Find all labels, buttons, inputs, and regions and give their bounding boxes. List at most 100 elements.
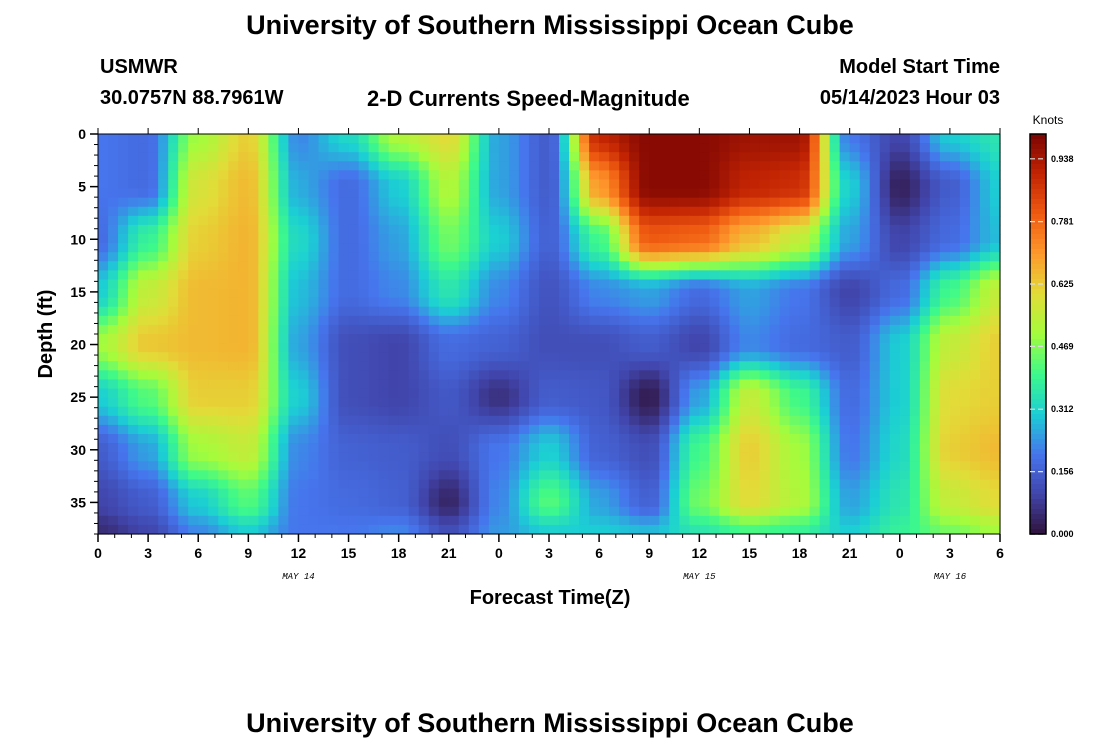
- heatmap-cell: [969, 270, 981, 281]
- heatmap-cell: [719, 170, 730, 181]
- heatmap-cell: [679, 143, 690, 153]
- heatmap-cell: [919, 370, 931, 381]
- heatmap-cell: [719, 452, 730, 462]
- heatmap-cell: [288, 379, 300, 390]
- heatmap-cell: [609, 170, 620, 181]
- heatmap-cell: [579, 324, 590, 335]
- heatmap-cell: [148, 306, 159, 317]
- heatmap-cell: [559, 197, 570, 208]
- heatmap-cell: [899, 397, 911, 408]
- heatmap-cell: [819, 397, 831, 408]
- heatmap-cell: [198, 397, 209, 408]
- heatmap-cell: [959, 361, 971, 371]
- heatmap-cell: [458, 334, 470, 344]
- heatmap-cell: [609, 506, 620, 517]
- heatmap-cell: [168, 452, 179, 462]
- heatmap-cell: [779, 524, 791, 535]
- heatmap-cell: [729, 415, 741, 426]
- heatmap-cell: [629, 515, 640, 526]
- heatmap-cell: [549, 415, 560, 426]
- heatmap-cell: [378, 379, 390, 390]
- heatmap-cell: [178, 424, 189, 435]
- heatmap-cell: [709, 479, 720, 490]
- heatmap-cell: [398, 234, 410, 244]
- heatmap-cell: [368, 143, 380, 153]
- heatmap-cell: [428, 152, 440, 162]
- heatmap-cell: [188, 215, 199, 226]
- heatmap-cell: [739, 515, 751, 526]
- heatmap-cell: [959, 515, 971, 526]
- heatmap-cell: [809, 297, 821, 308]
- heatmap-cell: [468, 343, 480, 353]
- heatmap-cell: [498, 270, 510, 281]
- heatmap-cell: [949, 524, 961, 535]
- heatmap-cell: [929, 415, 941, 426]
- heatmap-cell: [809, 161, 821, 171]
- heatmap-cell: [579, 234, 590, 244]
- heatmap-cell: [779, 288, 791, 299]
- heatmap-cell: [268, 243, 279, 253]
- heatmap-cell: [108, 197, 119, 208]
- heatmap-cell: [188, 197, 199, 208]
- heatmap-cell: [919, 497, 931, 508]
- heatmap-cell: [969, 243, 981, 253]
- heatmap-cell: [198, 352, 209, 362]
- heatmap-cell: [378, 161, 390, 171]
- heatmap-cell: [418, 270, 430, 281]
- heatmap-cell: [889, 415, 901, 426]
- heatmap-cell: [989, 161, 1001, 171]
- heatmap-cell: [468, 315, 480, 326]
- heatmap-cell: [729, 488, 741, 499]
- heatmap-cell: [789, 170, 801, 181]
- heatmap-cell: [909, 188, 921, 199]
- heatmap-cell: [188, 252, 199, 262]
- heatmap-cell: [869, 252, 881, 262]
- heatmap-cell: [298, 343, 310, 353]
- heatmap-cell: [458, 161, 470, 171]
- heatmap-cell: [388, 443, 400, 453]
- heatmap-cell: [749, 461, 761, 471]
- heatmap-cell: [629, 297, 640, 308]
- heatmap-cell: [959, 134, 971, 144]
- heatmap-cell: [288, 161, 300, 171]
- heatmap-cell: [639, 188, 650, 199]
- heatmap-cell: [549, 188, 560, 199]
- heatmap-cell: [639, 324, 650, 335]
- heatmap-cell: [549, 252, 560, 262]
- heatmap-cell: [188, 434, 199, 444]
- heatmap-cell: [438, 424, 450, 435]
- heatmap-cell: [759, 388, 771, 399]
- heatmap-cell: [328, 434, 340, 444]
- heatmap-cell: [619, 188, 630, 199]
- heatmap-cell: [238, 524, 249, 535]
- heatmap-cell: [759, 506, 771, 517]
- heatmap-cell: [809, 524, 821, 535]
- heatmap-cell: [98, 270, 109, 281]
- heatmap-cell: [378, 179, 390, 190]
- heatmap-cell: [98, 488, 109, 499]
- heatmap-cell: [448, 306, 460, 317]
- heatmap-cell: [468, 252, 480, 262]
- heatmap-cells: [98, 134, 1001, 535]
- heatmap-cell: [178, 152, 189, 162]
- heatmap-cell: [418, 488, 430, 499]
- heatmap-cell: [659, 297, 670, 308]
- heatmap-cell: [128, 361, 139, 371]
- heatmap-cell: [949, 252, 961, 262]
- heatmap-cell: [869, 479, 881, 490]
- heatmap-cell: [969, 443, 981, 453]
- heatmap-cell: [328, 334, 340, 344]
- heatmap-cell: [158, 170, 169, 181]
- heatmap-cell: [118, 315, 129, 326]
- heatmap-cell: [298, 279, 310, 290]
- heatmap-cell: [328, 261, 340, 271]
- heatmap-cell: [278, 406, 290, 417]
- heatmap-cell: [298, 234, 310, 244]
- heatmap-cell: [168, 179, 179, 190]
- heatmap-cell: [659, 397, 670, 408]
- heatmap-cell: [118, 452, 129, 462]
- heatmap-cell: [318, 479, 330, 490]
- heatmap-cell: [378, 343, 390, 353]
- colorbar-swatch: [1030, 164, 1046, 170]
- heatmap-cell: [328, 506, 340, 517]
